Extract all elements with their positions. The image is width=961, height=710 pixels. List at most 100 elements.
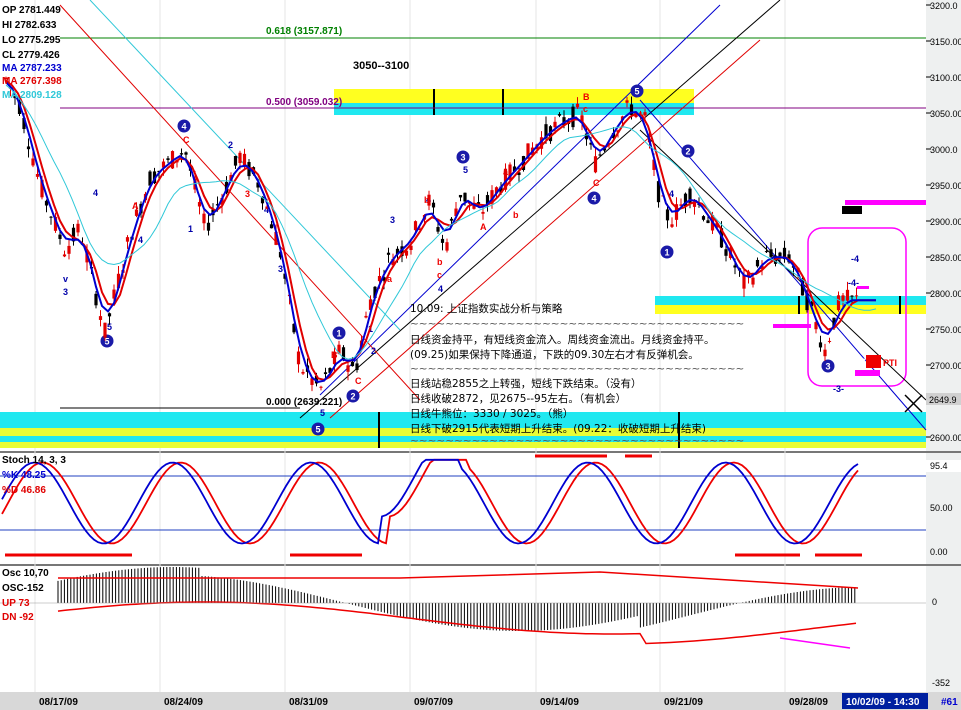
analysis-line-6: 日线下破2915代表短期上升结束。(09.22：收破短期上升结束) bbox=[410, 422, 706, 435]
wave-circle bbox=[100, 334, 114, 348]
candle-body bbox=[98, 316, 103, 320]
candle-body bbox=[692, 202, 697, 207]
band-yellow-top bbox=[334, 89, 694, 103]
date-label: 09/07/09 bbox=[414, 697, 453, 708]
osc-tick-label: 0 bbox=[932, 597, 937, 607]
analysis-divider-3: ~~~~~~~~~~~~~~~~~~~~~~~~~~~~~~~~~~~~~~ bbox=[410, 435, 744, 447]
wave-circle bbox=[332, 326, 346, 340]
candle-body bbox=[652, 159, 656, 170]
candle-body bbox=[571, 106, 575, 128]
legend-ma3: MA 2809.128 bbox=[2, 90, 62, 101]
candle-body bbox=[238, 152, 242, 164]
candle-body bbox=[278, 251, 283, 258]
date-axis: 08/17/09 08/24/09 08/31/09 09/07/09 09/1… bbox=[39, 697, 958, 708]
candle-body bbox=[58, 234, 62, 239]
wave-label: C bbox=[183, 135, 190, 145]
price-tick-label: 2600.00 bbox=[930, 433, 961, 443]
candle-body bbox=[742, 274, 746, 289]
magenta-marker bbox=[855, 370, 880, 376]
candle-body bbox=[242, 153, 247, 167]
crosshair bbox=[904, 394, 923, 413]
ma-slow-line bbox=[5, 81, 876, 383]
candle-body bbox=[472, 202, 476, 209]
candle-body bbox=[62, 254, 67, 257]
date-label: 09/21/09 bbox=[664, 697, 703, 708]
magenta-marker bbox=[857, 286, 869, 289]
candle-body bbox=[323, 372, 328, 375]
candle-body bbox=[427, 194, 431, 206]
stoch-tick-label: 0.00 bbox=[930, 547, 948, 557]
candle-body bbox=[805, 293, 809, 311]
candle-body bbox=[818, 342, 823, 348]
candle-body bbox=[103, 322, 107, 338]
wave-circle-label: 3 bbox=[460, 153, 465, 163]
candle-body bbox=[539, 137, 544, 149]
candle-body bbox=[184, 152, 188, 155]
wave-label: 5 bbox=[320, 408, 325, 418]
wave-label: -3- bbox=[833, 384, 844, 394]
candle-body bbox=[260, 196, 265, 204]
candle-body bbox=[845, 289, 850, 301]
wave-circle-label: 1 bbox=[664, 248, 669, 258]
candle-body bbox=[706, 220, 710, 224]
candle-body bbox=[337, 344, 341, 354]
candle-body bbox=[643, 112, 647, 116]
candle-body bbox=[319, 386, 323, 388]
analysis-line-2: (09.25)如果保持下降通道，下跌的09.30左右才有反弹机会。 bbox=[410, 348, 699, 361]
candle-body bbox=[503, 168, 508, 190]
stoch-legend: Stoch 14, 3, 3 %K 48.25 %D 46.86 bbox=[2, 455, 66, 496]
candle-body bbox=[116, 273, 121, 289]
candle-body bbox=[760, 265, 764, 270]
candle-body bbox=[22, 117, 26, 130]
date-label: 08/17/09 bbox=[39, 697, 78, 708]
candle-body bbox=[724, 249, 728, 256]
wave-label: -4- bbox=[848, 278, 859, 288]
legend-close: CL 2779.426 bbox=[2, 50, 60, 61]
wave-label: A bbox=[480, 222, 487, 232]
axes: 3200.0 3150.00 3100.00 3050.00 3000.0 2950.00… bbox=[926, 1, 961, 443]
wave-label: 2 bbox=[371, 346, 376, 356]
band-magenta-right bbox=[845, 200, 926, 205]
candle-body bbox=[445, 242, 449, 251]
ma-fast-line bbox=[5, 80, 876, 381]
magenta-marker bbox=[773, 324, 811, 328]
wave-circle-label: 5 bbox=[634, 87, 639, 97]
current-price-tag: 2649.9 bbox=[929, 395, 957, 405]
ma-long-line bbox=[5, 84, 877, 360]
candle-body bbox=[827, 340, 832, 342]
candle-body bbox=[602, 148, 607, 151]
candle-body bbox=[836, 295, 841, 311]
panel-divider bbox=[0, 564, 961, 566]
candle-body bbox=[166, 158, 170, 160]
candle-body bbox=[161, 161, 166, 168]
candle-body bbox=[800, 278, 805, 296]
wave-label: c bbox=[437, 270, 442, 280]
candle-body bbox=[373, 286, 377, 299]
osc-signal-line bbox=[57, 601, 857, 645]
candle-body bbox=[157, 170, 161, 173]
wave-circle bbox=[821, 359, 835, 373]
wave-label: c bbox=[583, 104, 588, 114]
candle-body bbox=[553, 121, 557, 128]
price-tick-label: 3150.00 bbox=[930, 37, 961, 47]
band-cyan-right bbox=[655, 296, 926, 305]
price-tick-label: 3200.0 bbox=[930, 1, 958, 11]
candle-body bbox=[395, 248, 400, 255]
candle-body bbox=[67, 245, 71, 254]
date-label: 09/28/09 bbox=[789, 697, 828, 708]
band-yellow-right bbox=[655, 305, 926, 314]
candle-body bbox=[341, 347, 346, 359]
candle-body bbox=[206, 222, 211, 231]
wave-circle bbox=[681, 144, 695, 158]
candle-body bbox=[715, 223, 719, 228]
candle-body bbox=[670, 224, 674, 227]
wave-label: C bbox=[355, 376, 362, 386]
candle-body bbox=[436, 227, 440, 232]
fib-500-label: 0.500 (3059.032) bbox=[266, 97, 342, 108]
price-tick-label: 2800.00 bbox=[930, 289, 961, 299]
candle-body bbox=[292, 323, 296, 333]
wave-label: B bbox=[583, 92, 590, 102]
candle-body bbox=[512, 166, 517, 172]
candle-body bbox=[854, 295, 859, 297]
candle-body bbox=[404, 250, 409, 256]
